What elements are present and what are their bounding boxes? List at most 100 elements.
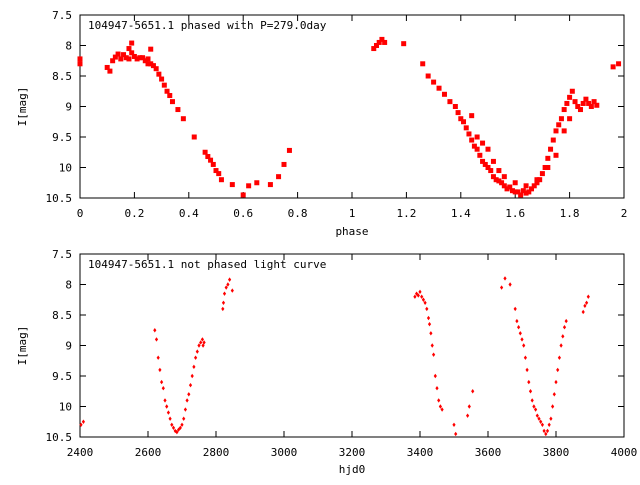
data-point xyxy=(276,174,282,180)
data-point xyxy=(509,188,515,194)
data-point xyxy=(569,88,575,94)
data-point xyxy=(171,425,176,431)
data-point xyxy=(474,134,480,140)
data-point xyxy=(540,422,544,427)
data-point xyxy=(469,137,475,143)
data-point xyxy=(169,99,175,105)
x-tick-label: 4000 xyxy=(611,446,638,459)
data-point xyxy=(168,416,172,421)
data-point xyxy=(199,340,203,345)
data-point xyxy=(415,291,419,296)
data-point xyxy=(537,416,541,421)
data-point xyxy=(427,321,432,327)
data-point xyxy=(420,61,426,67)
data-point xyxy=(466,413,470,418)
data-point xyxy=(455,110,461,116)
data-point xyxy=(542,165,548,170)
data-point xyxy=(222,291,227,296)
data-point xyxy=(148,61,154,67)
x-tick-label: 2600 xyxy=(135,446,162,459)
data-point xyxy=(480,140,486,146)
data-point xyxy=(426,315,431,321)
data-point xyxy=(371,46,377,52)
data-point xyxy=(488,168,494,174)
data-point xyxy=(567,94,573,100)
data-point xyxy=(437,398,441,403)
data-point xyxy=(163,398,167,403)
data-point xyxy=(525,367,529,373)
data-point xyxy=(545,428,550,434)
data-point xyxy=(191,134,197,140)
data-point xyxy=(158,367,162,373)
data-point xyxy=(416,293,420,298)
data-point xyxy=(581,309,585,315)
data-point xyxy=(195,349,199,354)
data-point xyxy=(567,116,573,122)
data-point xyxy=(240,192,246,198)
data-point xyxy=(140,55,146,61)
data-point xyxy=(145,56,151,62)
data-point xyxy=(474,146,480,152)
x-tick-label: 2800 xyxy=(203,446,230,459)
data-point xyxy=(507,184,513,190)
data-point xyxy=(431,79,437,85)
data-point xyxy=(77,56,83,62)
data-point xyxy=(545,165,551,170)
data-point xyxy=(107,68,113,74)
data-point xyxy=(512,189,518,195)
data-point xyxy=(534,177,540,183)
data-point xyxy=(499,180,505,186)
data-point xyxy=(137,55,143,61)
data-point xyxy=(534,407,538,412)
data-point xyxy=(580,100,586,106)
data-point xyxy=(553,128,559,134)
data-point xyxy=(123,55,129,61)
data-point xyxy=(221,306,225,312)
data-point xyxy=(208,157,214,163)
data-point xyxy=(545,155,551,161)
data-point xyxy=(572,99,578,105)
data-point xyxy=(549,416,553,421)
data-point xyxy=(591,99,597,105)
data-point xyxy=(583,303,587,309)
data-point xyxy=(161,386,165,391)
data-point xyxy=(382,39,388,45)
y-tick-label: 7.5 xyxy=(52,248,72,261)
data-point xyxy=(477,152,483,158)
data-point xyxy=(531,183,537,189)
x-tick-label: 2 xyxy=(621,207,628,220)
data-point xyxy=(500,285,504,290)
data-point xyxy=(452,422,456,427)
data-point xyxy=(126,56,132,62)
data-point xyxy=(148,46,154,52)
data-point xyxy=(167,93,173,99)
data-point xyxy=(153,328,157,333)
data-point xyxy=(166,410,170,415)
data-point xyxy=(210,161,216,167)
data-point xyxy=(430,343,434,348)
data-point xyxy=(246,183,252,189)
data-point xyxy=(552,392,556,397)
data-point xyxy=(180,116,186,122)
data-point xyxy=(503,276,507,281)
data-point xyxy=(526,189,532,195)
data-point xyxy=(112,54,118,60)
plot-frame-2 xyxy=(79,253,625,438)
data-point xyxy=(115,51,121,57)
x-tick-label: 1 xyxy=(349,207,356,220)
data-point xyxy=(161,82,167,88)
data-point xyxy=(224,285,228,290)
y-tick-label: 9.5 xyxy=(52,370,72,383)
data-point xyxy=(559,343,563,348)
data-point xyxy=(471,389,475,394)
data-point xyxy=(153,66,159,72)
data-point xyxy=(616,61,622,67)
data-point xyxy=(518,192,524,198)
data-point xyxy=(165,404,169,409)
data-point xyxy=(594,102,600,108)
data-point xyxy=(142,58,148,64)
data-point xyxy=(577,107,583,113)
data-point xyxy=(77,61,83,67)
data-point xyxy=(433,373,437,379)
data-point xyxy=(550,137,556,143)
